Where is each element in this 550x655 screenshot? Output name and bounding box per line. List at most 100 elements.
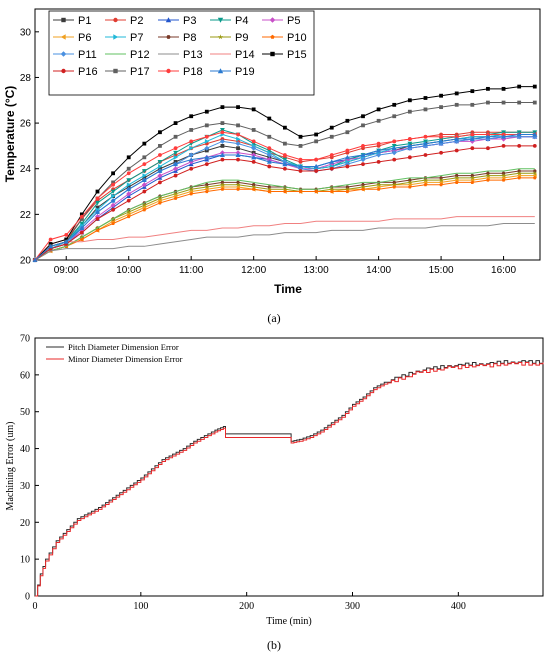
y-tick-label-a: 24 — [20, 164, 32, 175]
legend-item-p15: P15 — [262, 49, 307, 61]
legend-marker — [217, 68, 224, 74]
data-point — [157, 159, 163, 165]
x-tick-label-a: 15:00 — [429, 265, 454, 276]
series-p13 — [34, 222, 535, 261]
data-point — [376, 148, 382, 153]
x-ticks-a: 09:00 10:00 11:00 12:00 13:00 14:00 15:00 16:00 — [54, 256, 517, 276]
legend-marker — [113, 34, 119, 40]
data-point — [454, 180, 459, 184]
y-tick-label-b: 60 — [20, 370, 30, 381]
data-point — [391, 182, 397, 187]
data-point — [423, 153, 428, 157]
data-point — [501, 130, 506, 135]
temperature-chart: 20 22 24 26 28 30 09:00 10:00 11:00 12:00 13:00 14… — [3, 8, 541, 325]
data-point — [142, 141, 147, 146]
data-point — [126, 178, 132, 183]
series-p19 — [32, 132, 538, 262]
legend-marker — [113, 17, 118, 23]
legend-label: P2 — [130, 15, 143, 27]
data-point — [439, 150, 443, 155]
data-point — [220, 187, 225, 191]
data-point — [314, 157, 319, 162]
data-point — [204, 123, 209, 128]
data-point — [173, 161, 178, 167]
legend-item-p12: P12 — [105, 49, 150, 61]
data-point — [142, 173, 147, 178]
data-point — [454, 175, 460, 180]
legend-a: P1 P2 P3 P4 P5 P6 P7 P8 P9 P10 P11 P12 P13 P14 P15 P16 P… — [48, 10, 315, 96]
data-point — [251, 128, 256, 132]
data-point — [142, 162, 147, 167]
data-point — [236, 187, 240, 191]
data-point — [517, 144, 522, 148]
legend-marker — [217, 34, 224, 40]
data-point — [298, 134, 303, 139]
y-tick-label-b: 50 — [20, 407, 30, 418]
data-point — [158, 144, 162, 148]
data-point — [392, 185, 397, 189]
legend-item-minor-diameter: Minor Diameter Dimension Error — [46, 354, 183, 364]
data-point — [220, 182, 225, 187]
data-point — [220, 152, 225, 157]
data-point — [361, 123, 365, 128]
series-line — [35, 360, 544, 597]
data-point — [173, 173, 178, 178]
y-tick-label-a: 26 — [20, 119, 32, 130]
legend-marker — [166, 68, 171, 74]
data-point — [454, 136, 460, 141]
legend-label: P7 — [130, 32, 143, 44]
data-point — [110, 202, 116, 208]
data-point — [189, 139, 194, 144]
data-point — [298, 169, 303, 173]
data-point — [376, 107, 381, 112]
x-tick-label-b: 300 — [345, 601, 360, 612]
legend-item-p13: P13 — [158, 49, 203, 61]
data-point — [126, 209, 132, 215]
data-point — [517, 84, 522, 89]
data-point — [95, 196, 100, 201]
data-point — [64, 233, 69, 237]
data-point — [63, 239, 69, 244]
data-point — [423, 182, 428, 187]
legend-label: P16 — [78, 66, 98, 78]
x-tick-label-a: 13:00 — [304, 265, 329, 276]
data-point — [344, 186, 350, 192]
data-point — [376, 152, 382, 158]
y-tick-label-b: 20 — [20, 518, 30, 529]
data-point — [142, 189, 147, 194]
data-point — [204, 145, 210, 151]
data-point — [126, 198, 131, 203]
legend-marker — [270, 51, 275, 57]
data-point — [392, 102, 397, 107]
data-point — [251, 187, 256, 191]
data-point — [298, 189, 303, 194]
legend-item-p10: P10 — [262, 32, 307, 44]
legend-item-p19: P19 — [210, 66, 255, 78]
y-ticks-b: 0 10 20 30 40 50 60 70 — [20, 334, 39, 603]
legend-item-pitch-diameter: Pitch Diameter Dimension Error — [46, 342, 179, 352]
series-minor-diameter — [35, 362, 544, 597]
data-point — [486, 86, 490, 91]
data-point — [517, 100, 522, 105]
data-point — [204, 109, 209, 114]
data-point — [283, 189, 287, 194]
data-point — [157, 168, 163, 173]
data-point — [532, 144, 537, 148]
y-tick-label-a: 22 — [20, 210, 32, 221]
x-tick-label-a: 12:00 — [241, 265, 266, 276]
data-point — [501, 100, 506, 105]
y-tick-label-a: 30 — [20, 27, 32, 38]
data-point — [282, 153, 287, 157]
data-point — [79, 212, 84, 217]
data-point — [236, 123, 240, 128]
legend-label: P4 — [235, 15, 248, 27]
legend-label: P13 — [183, 49, 203, 61]
data-point — [532, 84, 537, 89]
legend-item-p8: P8 — [158, 32, 196, 44]
data-point — [267, 116, 272, 121]
data-point — [189, 114, 194, 119]
data-point — [188, 157, 194, 162]
machining-error-chart: 0 10 20 30 40 50 60 70 0 100 200 300 400 Pitch Diam… — [5, 334, 544, 652]
data-point — [111, 171, 115, 176]
series-p12 — [34, 168, 535, 261]
